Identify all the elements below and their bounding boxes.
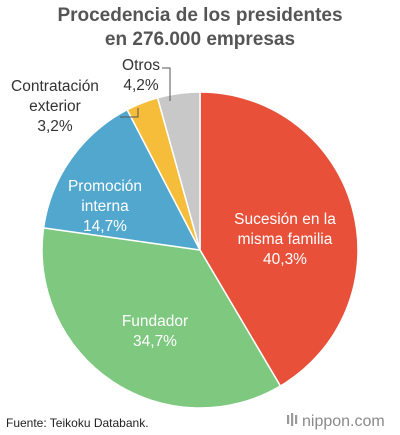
slice-category-label: misma familia — [238, 231, 333, 248]
pie-slice-2 — [41, 226, 282, 409]
slice-value-label: 34,7% — [133, 333, 177, 350]
slice-category-label: interna — [81, 198, 129, 215]
chart-title-line: Procedencia de los presidentes — [57, 5, 342, 26]
chart-title-line: en 276.000 empresas — [105, 29, 295, 50]
slice-category-label: Otros — [122, 57, 160, 74]
slice-labels: Sucesión en la misma familia 40,3% Fundador… — [11, 57, 336, 350]
slice-category-label: exterior — [29, 98, 81, 115]
callout-line — [162, 67, 171, 101]
slice-category-label: Sucesión en la — [234, 211, 336, 228]
source-note: Fuente: Teikoku Databank. — [6, 416, 149, 430]
callout-lines — [120, 67, 171, 118]
logo-icon — [287, 413, 298, 426]
pie-slice-1 — [199, 91, 359, 388]
slice-category-label: Fundador — [122, 313, 188, 330]
chart-title: Procedencia de los presidentes en 276.000… — [57, 5, 342, 50]
slice-category-label: Promoción — [68, 178, 142, 195]
pie-slice-5 — [156, 91, 201, 251]
slice-category-label: Contratación — [11, 78, 99, 95]
slice-value-label: 4,2% — [123, 77, 159, 94]
logo-text: nippon.com — [302, 413, 385, 430]
slice-value-label: 14,7% — [83, 218, 127, 235]
pie-slices — [41, 91, 359, 409]
callout-line — [120, 108, 139, 118]
nippon-logo: nippon.com — [287, 413, 385, 430]
slice-value-label: 3,2% — [37, 118, 73, 135]
slice-value-label: 40,3% — [263, 251, 307, 268]
pie-slice-3 — [42, 108, 202, 251]
